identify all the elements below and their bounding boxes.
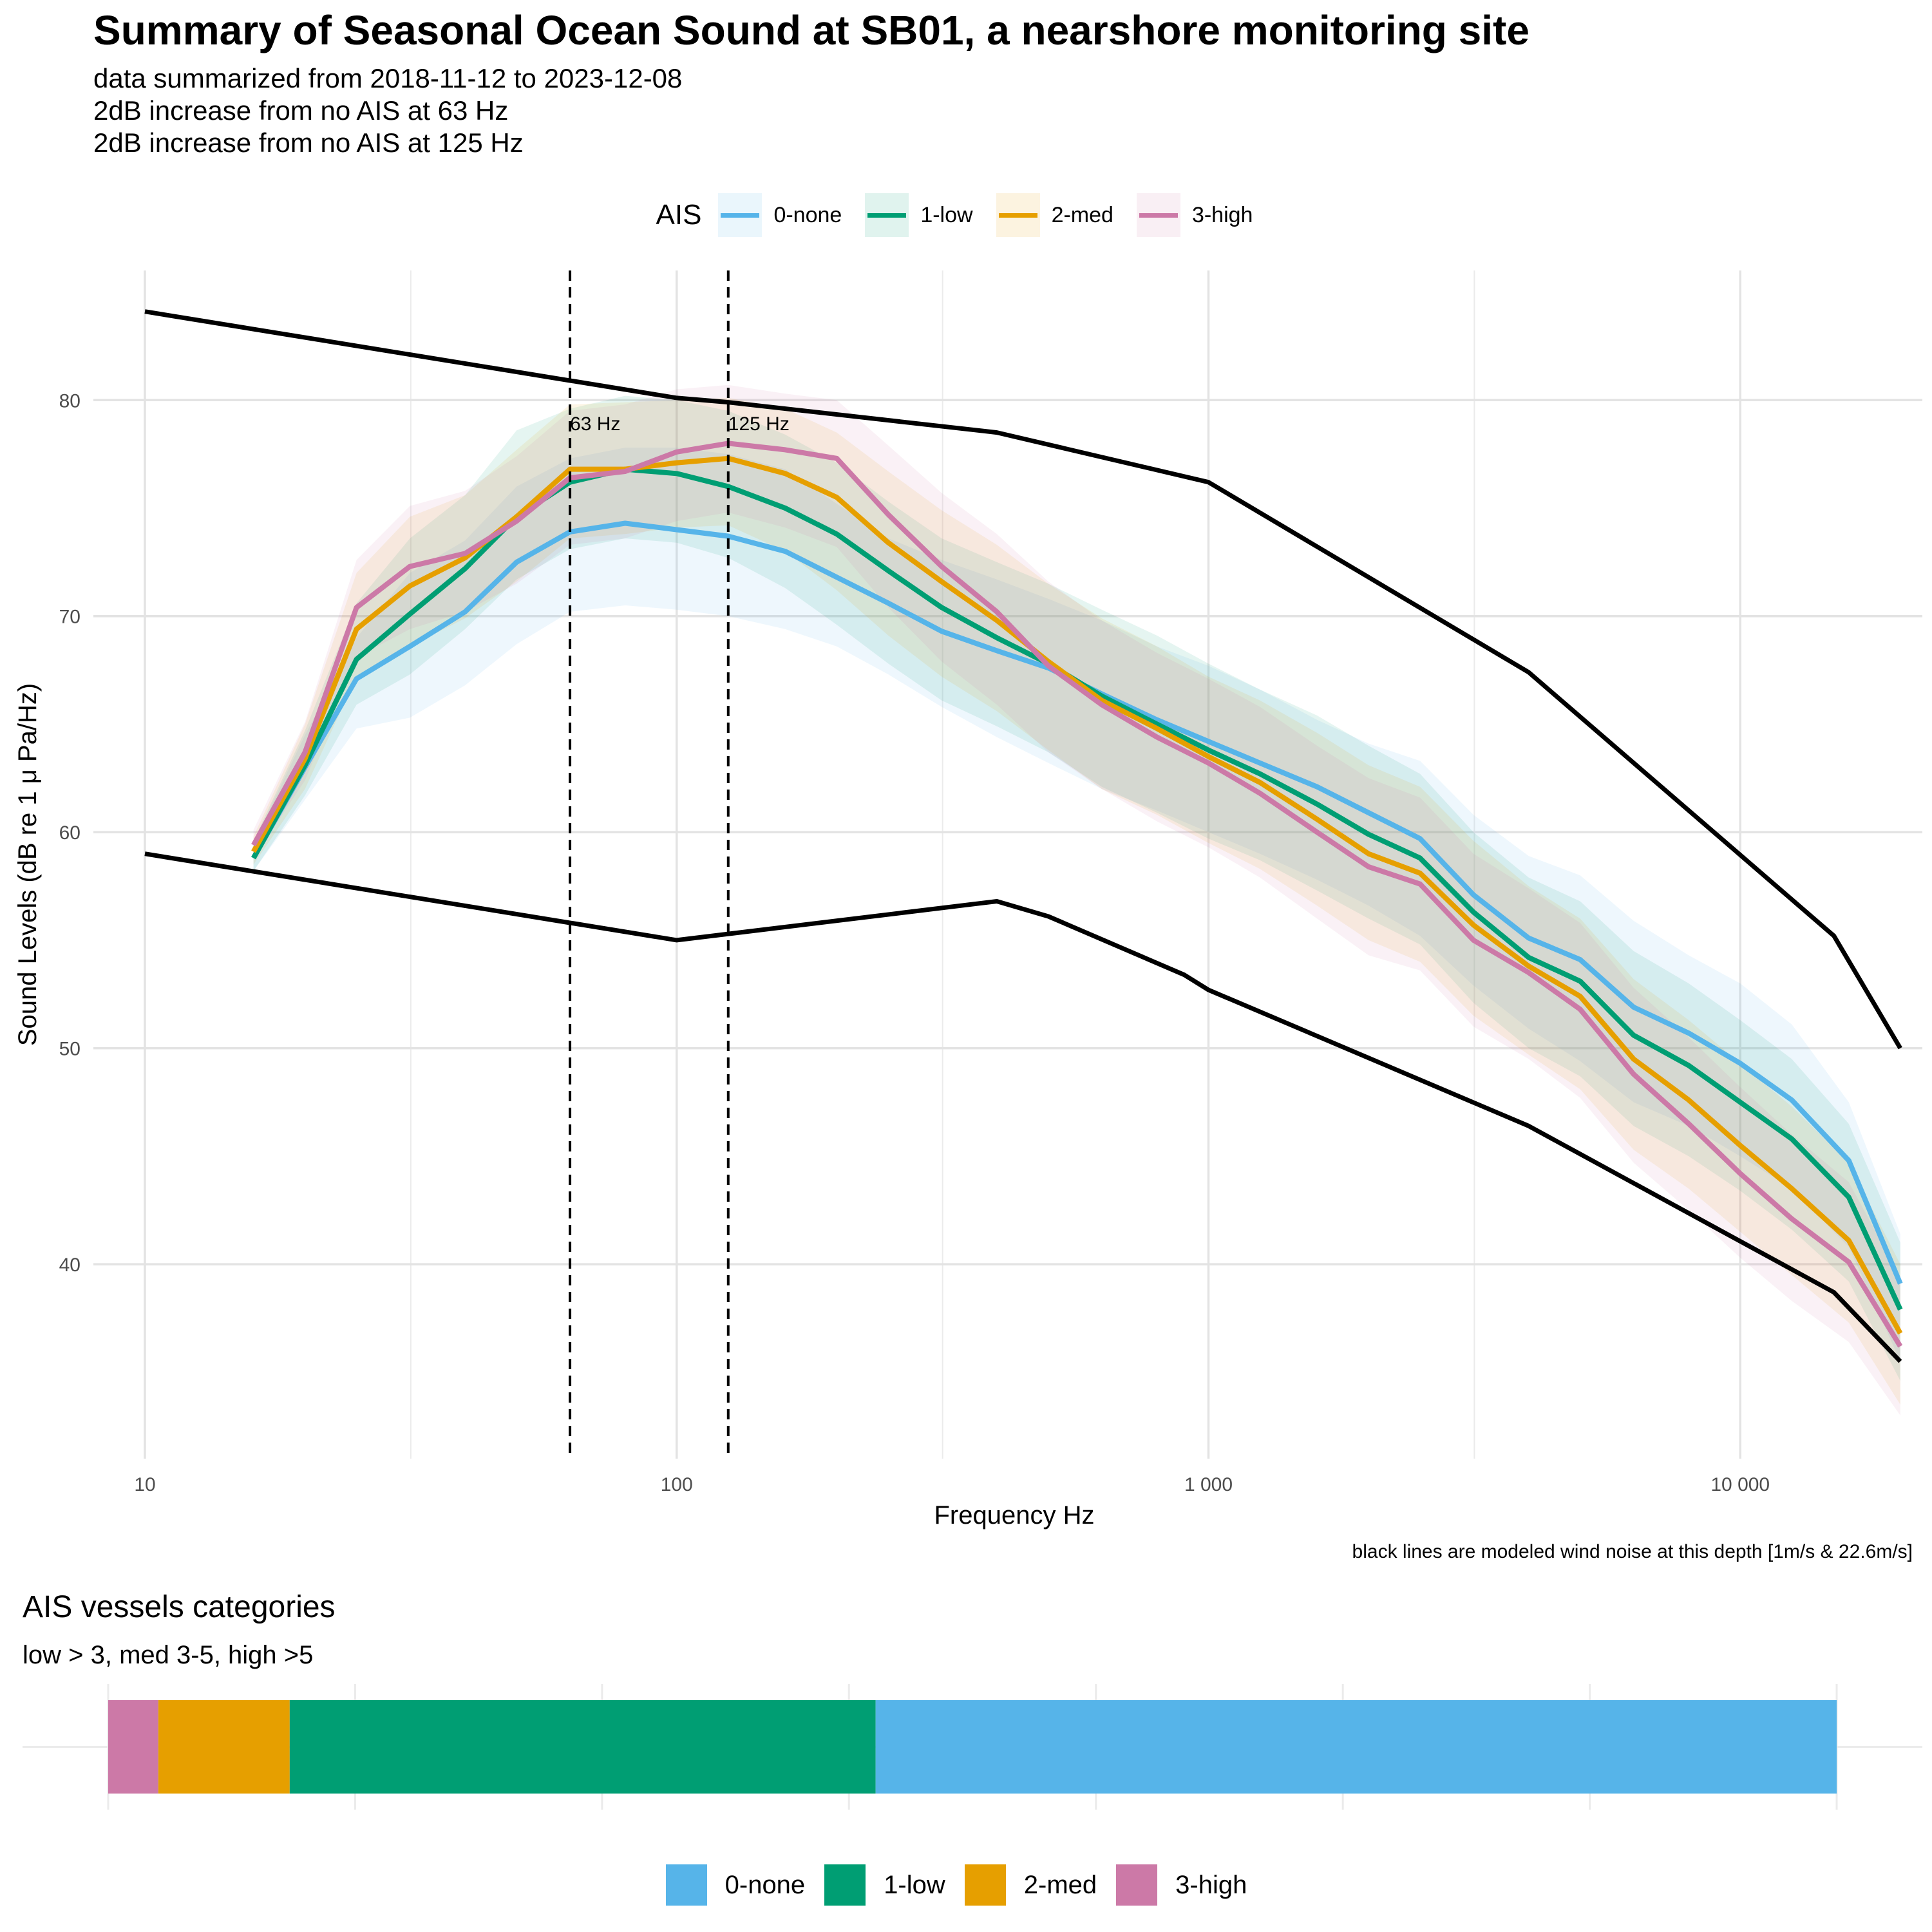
- legend-label-0-none: 0-none: [773, 202, 842, 227]
- legend-label-1-low: 1-low: [920, 202, 973, 227]
- x-tick-label: 100: [661, 1474, 693, 1495]
- ribbon-0-none: [253, 448, 1900, 1361]
- bar-legend-swatch-2-med: [964, 1864, 1006, 1906]
- bar-segment-0-none: [875, 1700, 1837, 1794]
- bar-legend-swatch-0-none: [665, 1864, 707, 1906]
- reference-label-125: 125 Hz: [728, 413, 790, 435]
- y-tick-label: 50: [59, 1039, 80, 1060]
- ais-categories-subtitle: low > 3, med 3-5, high >5: [23, 1641, 314, 1669]
- legend-label-3-high: 3-high: [1191, 202, 1253, 227]
- y-tick-label: 40: [59, 1255, 80, 1276]
- legend-key-1-low: [865, 193, 909, 237]
- bar-legend-swatch-1-low: [824, 1864, 866, 1906]
- y-tick-label: 70: [59, 607, 80, 628]
- x-axis-title: Frequency Hz: [934, 1501, 1095, 1530]
- series-line-2-med: [251, 455, 1903, 1335]
- y-tick-label: 60: [59, 822, 80, 844]
- wind-noise-line-high: [144, 309, 1902, 1050]
- x-tick-label: 10 000: [1710, 1474, 1770, 1495]
- subtitle-line-3: 2dB increase from no AIS at 125 Hz: [93, 128, 524, 158]
- ais-bar-legend: 0-none 1-low 2-med 3-high: [0, 1864, 1932, 1906]
- ribbon-3-high: [253, 384, 1900, 1416]
- bar-segment-1-low: [289, 1700, 876, 1794]
- chart-title: Summary of Seasonal Ocean Sound at SB01,…: [93, 7, 1530, 53]
- bar-segment-3-high: [108, 1700, 158, 1794]
- legend-key-0-none: [718, 193, 762, 237]
- bar-legend-swatch-3-high: [1116, 1864, 1158, 1906]
- x-tick-label: 10: [134, 1474, 155, 1495]
- wind-noise-line-low: [144, 851, 1902, 1363]
- subtitle-line-1: data summarized from 2018-11-12 to 2023-…: [93, 63, 683, 93]
- y-tick-label: 80: [59, 390, 80, 412]
- legend-key-2-med: [996, 193, 1040, 237]
- legend-title: AIS: [656, 199, 702, 231]
- legend-key-3-high: [1136, 193, 1180, 237]
- series-line-3-high: [251, 440, 1903, 1348]
- bar-legend-label-3-high: 3-high: [1175, 1870, 1247, 1899]
- subtitle-line-2: 2dB increase from no AIS at 63 Hz: [93, 95, 509, 126]
- ais-categories-title: AIS vessels categories: [23, 1590, 336, 1624]
- legend-label-2-med: 2-med: [1051, 202, 1113, 227]
- wind-noise-caption: black lines are modeled wind noise at th…: [1352, 1541, 1913, 1562]
- x-tick-label: 1 000: [1184, 1474, 1233, 1495]
- bar-legend-label-1-low: 1-low: [884, 1870, 945, 1899]
- y-axis-title: Sound Levels (dB re 1 μ Pa/Hz): [14, 683, 42, 1046]
- bar-legend-label-2-med: 2-med: [1023, 1870, 1097, 1899]
- bar-legend-label-0-none: 0-none: [724, 1870, 806, 1899]
- ais-legend: AIS 0-none 1-low 2-med 3-high: [0, 193, 1932, 237]
- reference-label-63: 63 Hz: [570, 413, 620, 435]
- bar-segment-2-med: [158, 1700, 290, 1794]
